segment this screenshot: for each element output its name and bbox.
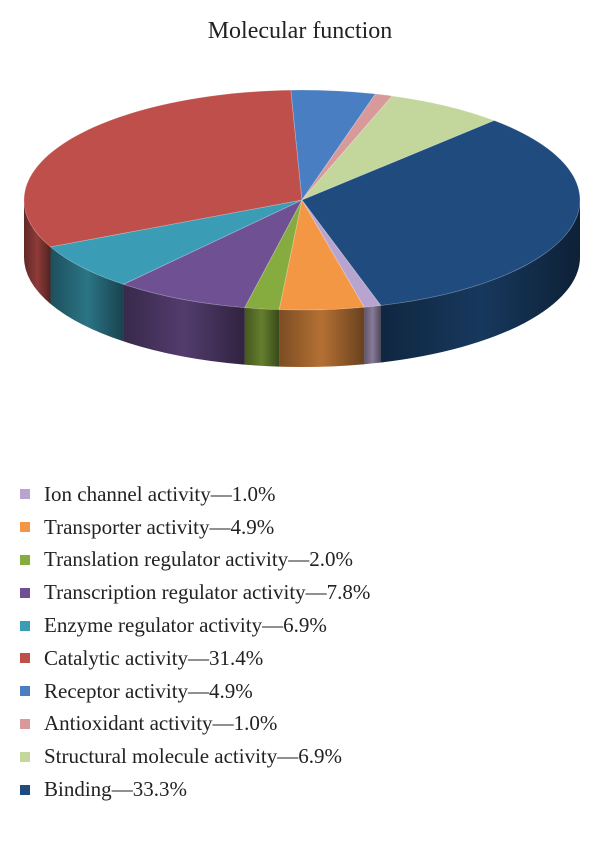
- legend-value: 33.3%: [132, 777, 187, 802]
- legend-label: Binding: [44, 777, 112, 802]
- pie-slice: [301, 95, 496, 201]
- pie-chart: [23, 89, 581, 367]
- pie-slice-side-shade: [380, 200, 580, 363]
- legend-separator: —: [209, 514, 231, 539]
- legend: Ion channel activity —1.0% Transporter act…: [20, 478, 370, 806]
- pie-slice: [278, 198, 365, 311]
- legend-value: 4.9%: [209, 678, 253, 703]
- legend-value: 6.9%: [298, 744, 343, 769]
- legend-label: Transporter activity: [44, 514, 210, 539]
- legend-value: 1.0%: [231, 481, 276, 506]
- pie-slice: [122, 199, 303, 309]
- chart-title: Molecular function: [207, 18, 393, 44]
- pie-slice: [23, 89, 303, 248]
- legend-swatch: [20, 620, 30, 631]
- legend-item: Binding —33.3%: [20, 773, 370, 806]
- legend-value: 2.0%: [309, 547, 353, 572]
- legend-value: 7.8%: [326, 580, 371, 605]
- legend-separator: —: [212, 711, 234, 736]
- legend-item: Enzyme regulator activity —6.9%: [20, 609, 370, 642]
- legend-swatch: [20, 686, 30, 697]
- legend-item: Antioxidant activity —1.0%: [20, 708, 370, 741]
- legend-swatch: [20, 587, 30, 598]
- legend-item: Receptor activity —4.9%: [20, 675, 370, 708]
- pie-slice: [301, 120, 581, 306]
- legend-separator: —: [305, 580, 327, 605]
- legend-item: Structural molecule activity —6.9%: [20, 740, 370, 773]
- pie-slice: [290, 89, 377, 202]
- legend-separator: —: [111, 777, 133, 802]
- legend-separator: —: [288, 547, 310, 572]
- legend-value: 1.0%: [233, 711, 278, 736]
- legend-item: Transporter activity —4.9%: [20, 511, 370, 544]
- legend-label: Enzyme regulator activity: [44, 613, 263, 638]
- legend-value: 31.4%: [209, 645, 264, 670]
- legend-separator: —: [188, 645, 210, 670]
- legend-swatch: [20, 522, 30, 533]
- pie-slice-side-shade: [364, 305, 381, 365]
- pie-slice-side-shade: [24, 200, 51, 304]
- legend-swatch: [20, 554, 30, 565]
- legend-swatch: [20, 751, 30, 762]
- legend-swatch: [20, 784, 30, 795]
- pie-slice: [49, 199, 303, 285]
- legend-label: Receptor activity: [44, 678, 189, 703]
- legend-separator: —: [262, 613, 284, 638]
- pie-slice: [301, 199, 382, 308]
- pie-slice-side-shade: [50, 246, 124, 342]
- legend-item: Ion channel activity —1.0%: [20, 478, 370, 511]
- pie-slice-side-shade: [123, 284, 245, 365]
- legend-label: Catalytic activity: [44, 645, 189, 670]
- legend-value: 6.9%: [283, 613, 327, 638]
- pie-slice: [243, 199, 303, 311]
- legend-swatch: [20, 653, 30, 664]
- legend-label: Structural molecule activity: [44, 744, 278, 769]
- legend-label: Transcription regulator activity: [44, 580, 306, 605]
- pie-slice-side-shade: [279, 307, 365, 367]
- legend-separator: —: [210, 481, 232, 506]
- legend-item: Transcription regulator activity —7.8%: [20, 576, 370, 609]
- legend-label: Translation regulator activity: [44, 547, 289, 572]
- legend-swatch: [20, 718, 30, 729]
- legend-swatch: [20, 489, 30, 500]
- legend-separator: —: [188, 678, 210, 703]
- legend-label: Ion channel activity: [44, 481, 211, 506]
- legend-item: Catalytic activity —31.4%: [20, 642, 370, 675]
- legend-label: Antioxidant activity: [44, 711, 213, 736]
- pie-slice-side-shade: [244, 307, 280, 367]
- legend-separator: —: [277, 744, 299, 769]
- pie-slice: [301, 93, 393, 201]
- legend-value: 4.9%: [230, 514, 275, 539]
- legend-item: Translation regulator activity —2.0%: [20, 544, 370, 577]
